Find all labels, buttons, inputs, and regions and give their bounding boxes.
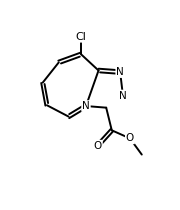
Text: O: O (94, 141, 102, 151)
Text: N: N (119, 91, 127, 101)
Text: O: O (126, 133, 134, 143)
Text: Cl: Cl (76, 32, 87, 42)
Text: N: N (116, 67, 124, 77)
Text: N: N (82, 101, 90, 111)
